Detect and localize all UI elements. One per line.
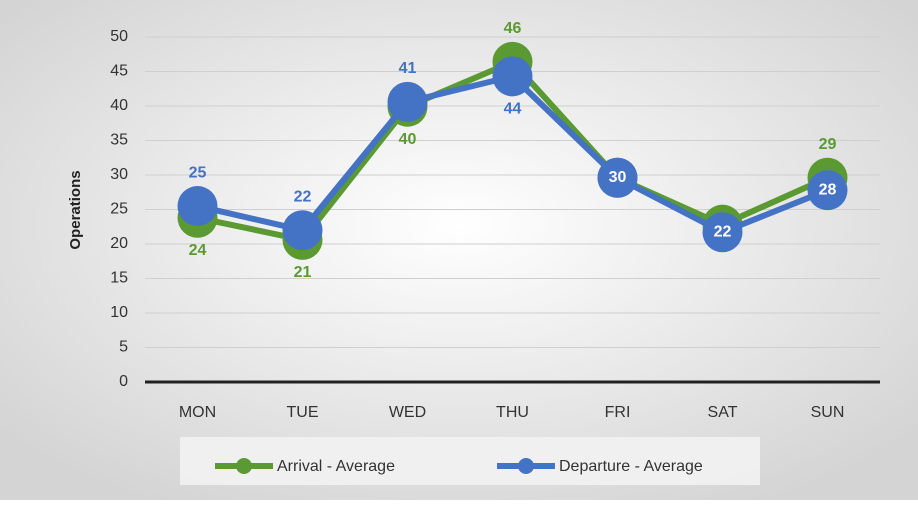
data-label: 22 <box>714 223 732 240</box>
data-label: 30 <box>609 169 627 186</box>
marker <box>492 56 533 97</box>
data-label: 40 <box>399 131 417 148</box>
x-tick-label: FRI <box>605 404 631 421</box>
data-label: 22 <box>294 188 312 205</box>
x-tick-label: TUE <box>287 404 319 421</box>
data-label: 46 <box>504 20 522 37</box>
marker <box>177 186 218 227</box>
y-tick-label: 15 <box>110 270 128 287</box>
legend-marker <box>236 458 252 474</box>
y-tick-label: 50 <box>110 28 128 45</box>
data-label: 29 <box>819 136 837 153</box>
data-label: 25 <box>189 164 207 181</box>
legend-marker <box>518 458 534 474</box>
legend-box <box>180 437 760 485</box>
x-tick-label: MON <box>179 404 216 421</box>
data-label: 21 <box>294 264 312 281</box>
legend-label: Arrival - Average <box>277 458 395 475</box>
y-tick-label: 20 <box>110 235 128 252</box>
legend-label: Departure - Average <box>559 458 703 475</box>
marker <box>282 210 323 251</box>
y-tick-label: 30 <box>110 166 128 183</box>
y-tick-label: 45 <box>110 63 128 80</box>
marker <box>597 157 638 198</box>
x-tick-label: WED <box>389 404 426 421</box>
y-tick-label: 5 <box>119 339 128 356</box>
y-tick-label: 40 <box>110 97 128 114</box>
data-label: 44 <box>504 101 522 118</box>
y-tick-label: 10 <box>110 304 128 321</box>
y-tick-label: 25 <box>110 201 128 218</box>
marker <box>807 170 848 211</box>
data-label: 41 <box>399 60 417 77</box>
y-tick-label: 35 <box>110 132 128 149</box>
x-tick-label: SUN <box>811 404 845 421</box>
x-tick-label: SAT <box>708 404 738 421</box>
data-label: 28 <box>819 181 837 198</box>
marker <box>387 81 428 122</box>
x-tick-label: THU <box>496 404 529 421</box>
marker <box>702 212 743 253</box>
data-label: 24 <box>189 242 207 259</box>
y-axis-label: Operations <box>67 170 84 249</box>
y-tick-label: 0 <box>119 373 128 390</box>
